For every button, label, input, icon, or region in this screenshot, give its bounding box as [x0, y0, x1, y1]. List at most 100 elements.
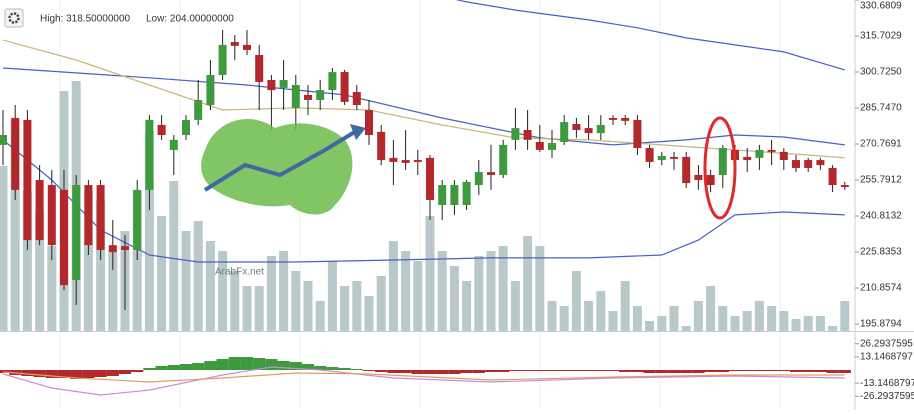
y-tick-label: 225.8353: [860, 247, 902, 258]
macd-histogram-bar: [204, 361, 217, 370]
volume-bar: [547, 301, 557, 331]
candle-body: [35, 180, 44, 241]
high-label: High: 318.50000000: [40, 14, 131, 25]
candle-body: [304, 94, 312, 100]
macd-histogram-bar: [460, 370, 473, 373]
candle-body: [340, 72, 349, 102]
candle-body: [523, 130, 532, 140]
header: High: 318.50000000 Low: 204.00000000: [4, 8, 234, 28]
indicator-line: [2, 139, 845, 263]
candle-body: [377, 131, 386, 161]
candle-body: [328, 72, 337, 91]
macd-histogram-bar: [680, 370, 693, 373]
candle-body: [389, 157, 398, 162]
volume-bar: [35, 211, 45, 331]
candle-body: [194, 99, 203, 120]
volume-bar: [474, 256, 484, 331]
indicator-line: [455, 0, 845, 71]
macd-histogram-bar: [399, 370, 412, 373]
macd-histogram-bar: [179, 364, 193, 370]
volume-bar: [681, 326, 691, 331]
macd-histogram-bar: [484, 370, 498, 372]
macd-histogram-bar: [509, 370, 522, 371]
low-label: Low: 204.00000000: [146, 14, 234, 25]
macd-histogram-bar: [0, 370, 10, 373]
macd-histogram-bar: [228, 357, 241, 370]
candle-body: [779, 151, 788, 161]
candle-body: [352, 92, 361, 106]
volume-bar: [144, 131, 154, 331]
candle-body: [72, 185, 81, 281]
volume-bar: [230, 271, 240, 331]
volume-bar: [645, 321, 655, 331]
macd-histogram-bar: [155, 366, 168, 370]
macd-histogram-bar: [545, 370, 559, 371]
candle-body: [291, 85, 300, 108]
volume-bar: [303, 281, 313, 331]
macd-histogram-bar: [631, 370, 644, 372]
y-tick-label: -26.2937595: [860, 391, 914, 402]
volume-bar: [413, 261, 423, 331]
volume-bar: [242, 286, 252, 331]
candle-body: [487, 172, 495, 175]
macd-histogram-bar: [838, 370, 851, 373]
volume-bar: [693, 301, 703, 331]
volume-bar: [47, 246, 57, 331]
watermark: ArabFx.net: [201, 119, 366, 278]
indicator-line: [2, 371, 845, 383]
candle-body: [499, 144, 508, 175]
candle-body: [535, 142, 544, 150]
settings-button[interactable]: [4, 8, 24, 28]
volume-bar: [291, 271, 301, 331]
candle-body: [657, 155, 666, 161]
y-tick-label: 285.7470: [860, 103, 902, 114]
y-tick-label: 315.7029: [860, 31, 902, 42]
y-tick-label: 26.2937595: [860, 338, 913, 349]
volume-bar: [425, 216, 435, 331]
candle-body: [755, 149, 764, 158]
volume-bar: [815, 316, 825, 331]
macd-histogram-bar: [753, 370, 766, 371]
volume-bar: [254, 286, 264, 331]
volume-bar: [632, 306, 642, 331]
y-tick-label: -13.1468797: [860, 378, 914, 389]
volume-bar: [364, 296, 374, 331]
macd-histogram-bar: [692, 370, 705, 373]
macd-histogram-bar: [472, 370, 485, 373]
macd-histogram-bar: [667, 370, 681, 373]
y-tick-label: 13.1468797: [860, 351, 913, 362]
candle-body: [365, 110, 373, 136]
macd-histogram-bar: [265, 359, 278, 370]
macd-histogram-bar: [448, 370, 461, 374]
volume-bar: [779, 311, 789, 331]
volume-bar: [523, 236, 533, 331]
volume-bar: [96, 201, 106, 331]
volume-bar: [535, 246, 545, 331]
macd-histogram-bar: [375, 370, 388, 372]
macd-histogram-bar: [777, 370, 790, 371]
candle-body: [548, 142, 556, 150]
candle-body: [718, 148, 727, 175]
volume-bar: [352, 281, 362, 331]
volume-bar: [840, 301, 850, 331]
macd-histogram-bar: [216, 359, 229, 370]
macd-histogram-bar: [655, 370, 668, 373]
volume-bar: [657, 316, 667, 331]
macd-histogram-bar: [619, 370, 632, 372]
watermark-text: ArabFx.net: [215, 267, 264, 278]
macd-histogram-bar: [765, 370, 778, 371]
volume-bar: [571, 271, 581, 331]
volume-bar: [169, 181, 179, 331]
candle-body: [572, 123, 581, 131]
macd-histogram-bar: [338, 368, 351, 370]
y-tick-label: 255.7912: [860, 175, 902, 186]
volume-bar: [498, 246, 508, 331]
volume-bar: [108, 251, 118, 331]
volume-bar: [486, 251, 496, 331]
macd-histogram-bar: [497, 370, 510, 372]
volume-bar: [828, 326, 838, 331]
volume-bar: [376, 276, 386, 331]
macd-histogram-bar: [814, 370, 827, 372]
volume-bar: [706, 286, 716, 331]
